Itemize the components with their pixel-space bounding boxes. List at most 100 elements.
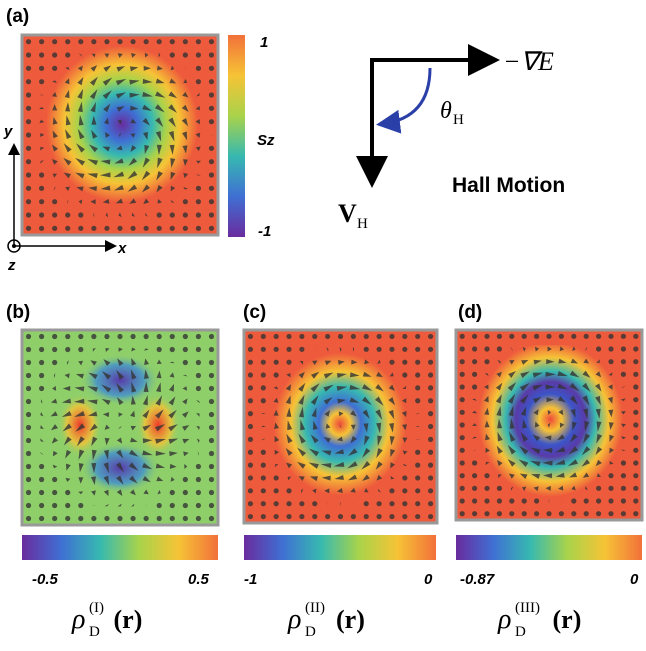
spin-cone bbox=[402, 347, 407, 352]
spin-cone bbox=[338, 334, 343, 339]
spin-cone bbox=[196, 516, 201, 521]
spin-cone bbox=[274, 360, 279, 365]
spin-cone bbox=[261, 372, 266, 377]
spin-cone bbox=[39, 360, 44, 365]
spin-cone bbox=[633, 397, 638, 402]
spin-cone bbox=[633, 460, 638, 465]
quantity-symbol: ρ bbox=[71, 604, 85, 635]
spin-cone bbox=[415, 450, 420, 455]
spin-cone bbox=[183, 360, 188, 365]
colorbar bbox=[228, 35, 245, 237]
spin-cone bbox=[248, 463, 253, 468]
x-axis-label: x bbox=[117, 240, 127, 257]
panel-label: (c) bbox=[243, 302, 266, 323]
spin-cone bbox=[261, 488, 266, 493]
spin-cone bbox=[52, 212, 57, 217]
spin-cone bbox=[325, 514, 330, 519]
spin-cone bbox=[104, 516, 109, 521]
spin-cone bbox=[209, 172, 214, 177]
spin-cone bbox=[261, 463, 266, 468]
spin-cone bbox=[39, 39, 44, 44]
spin-cone bbox=[402, 514, 407, 519]
spin-cone bbox=[559, 511, 564, 516]
quantity-argument: (r) bbox=[114, 605, 143, 634]
spin-cone bbox=[338, 514, 343, 519]
spin-cone bbox=[248, 424, 253, 429]
spin-cone bbox=[261, 450, 266, 455]
spin-cone bbox=[157, 503, 162, 508]
spin-cone bbox=[248, 475, 253, 480]
spin-cone bbox=[460, 384, 465, 389]
spin-cone bbox=[209, 92, 214, 97]
hall-title: Hall Motion bbox=[452, 174, 565, 197]
spin-cone bbox=[26, 386, 31, 391]
spin-cone bbox=[39, 503, 44, 508]
quantity-sup: (II) bbox=[305, 600, 325, 616]
spin-cone bbox=[261, 334, 266, 339]
spin-cone bbox=[472, 372, 477, 377]
panel-label: (d) bbox=[458, 302, 482, 323]
spin-cone bbox=[460, 359, 465, 364]
spin-cone bbox=[484, 359, 489, 364]
spin-cone bbox=[26, 373, 31, 378]
spin-cone bbox=[26, 412, 31, 417]
spin-cone bbox=[196, 386, 201, 391]
spin-cone bbox=[39, 212, 44, 217]
spin-cone bbox=[428, 334, 433, 339]
spin-cone bbox=[484, 334, 489, 339]
spin-cone bbox=[183, 199, 188, 204]
spin-cone bbox=[130, 39, 135, 44]
spin-cone bbox=[484, 346, 489, 351]
spin-cone bbox=[209, 516, 214, 521]
spin-cone bbox=[157, 226, 162, 231]
spin-cone bbox=[39, 516, 44, 521]
spin-cone bbox=[571, 498, 576, 503]
spin-cone bbox=[472, 460, 477, 465]
spin-cone bbox=[26, 212, 31, 217]
spin-cone bbox=[571, 334, 576, 339]
spin-cone bbox=[460, 448, 465, 453]
spin-cone bbox=[584, 334, 589, 339]
spin-cone bbox=[389, 360, 394, 365]
spin-cone bbox=[91, 39, 96, 44]
spin-cone bbox=[428, 424, 433, 429]
gradient-label: −∇E bbox=[503, 47, 554, 76]
spin-cone bbox=[26, 477, 31, 482]
spin-cone bbox=[299, 334, 304, 339]
spin-cone bbox=[104, 334, 109, 339]
spin-cone bbox=[534, 498, 539, 503]
spin-cone bbox=[157, 516, 162, 521]
spin-cone bbox=[209, 451, 214, 456]
spin-cone bbox=[209, 79, 214, 84]
z-axis-label: z bbox=[7, 257, 16, 274]
spin-cone bbox=[274, 347, 279, 352]
spin-cone bbox=[377, 514, 382, 519]
spin-cone bbox=[364, 347, 369, 352]
colorbar-title: Sz bbox=[257, 132, 275, 149]
spin-cone bbox=[91, 516, 96, 521]
spin-cone bbox=[183, 503, 188, 508]
spin-cone bbox=[183, 490, 188, 495]
spin-cone bbox=[596, 486, 601, 491]
spin-cone bbox=[26, 66, 31, 71]
spin-cone bbox=[26, 334, 31, 339]
spin-cone bbox=[209, 490, 214, 495]
spin-cone bbox=[183, 226, 188, 231]
z-axis-dot bbox=[12, 244, 16, 248]
spin-cone bbox=[248, 334, 253, 339]
spin-cone bbox=[157, 39, 162, 44]
spin-cone bbox=[144, 226, 149, 231]
spin-cone bbox=[52, 503, 57, 508]
spin-cone bbox=[261, 385, 266, 390]
spin-cone bbox=[78, 516, 83, 521]
spin-cone bbox=[460, 422, 465, 427]
spin-cone bbox=[402, 360, 407, 365]
spin-cone bbox=[415, 334, 420, 339]
spin-cone bbox=[39, 226, 44, 231]
spin-cone bbox=[261, 360, 266, 365]
spin-cone bbox=[299, 347, 304, 352]
spin-cone bbox=[274, 514, 279, 519]
spin-cone bbox=[522, 498, 527, 503]
spin-cone bbox=[104, 39, 109, 44]
spin-cone bbox=[299, 501, 304, 506]
